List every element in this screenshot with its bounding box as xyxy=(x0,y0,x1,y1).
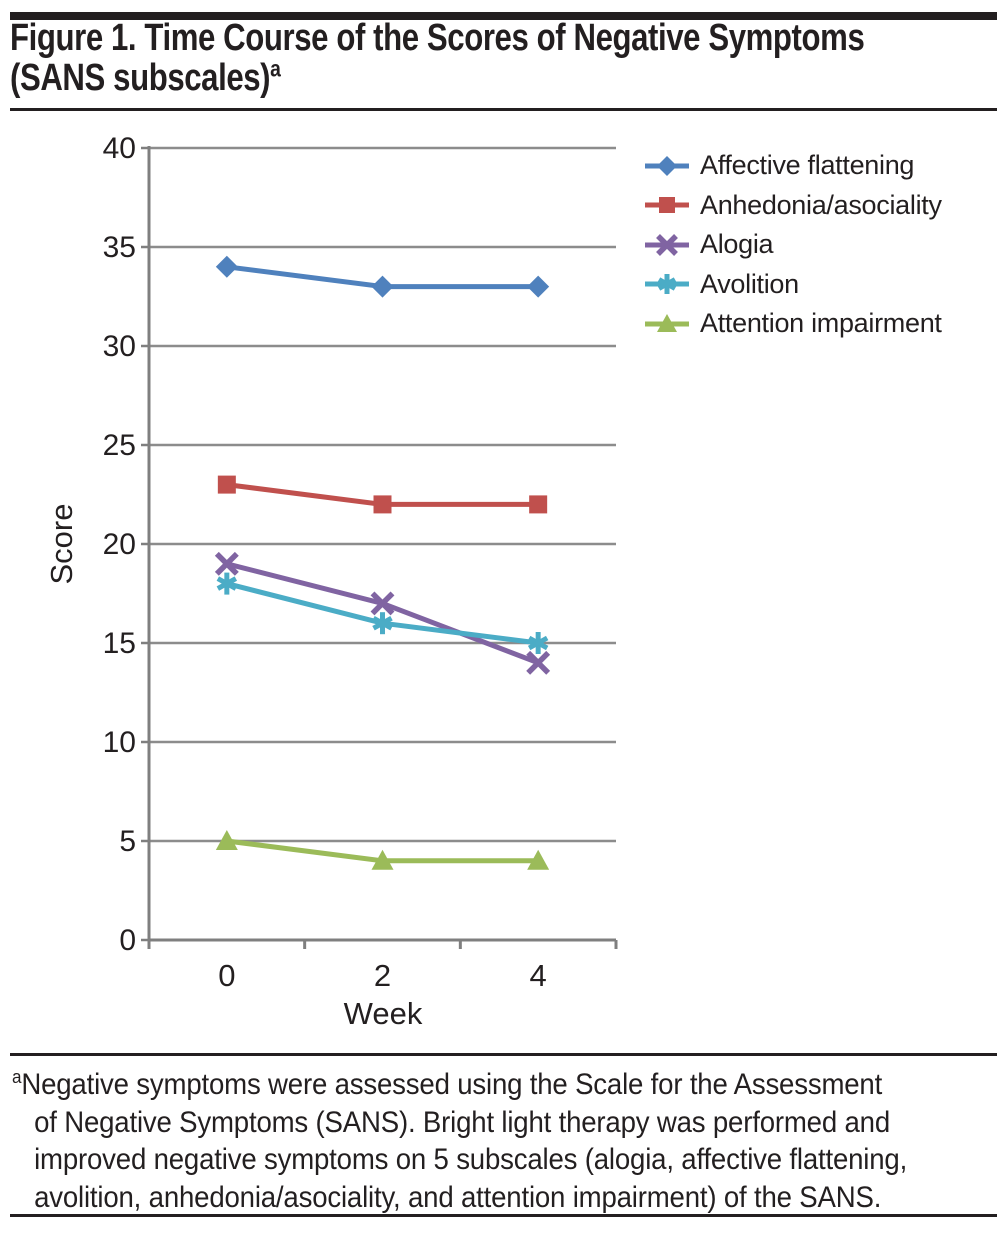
legend-item: Alogia xyxy=(643,225,942,265)
bottom-rule xyxy=(10,1214,997,1217)
x-axis-title: Week xyxy=(343,996,423,1031)
legend-key xyxy=(645,197,689,214)
y-axis-title: Score xyxy=(44,503,79,585)
footnote-line: aNegative symptoms were assessed using t… xyxy=(12,1066,996,1104)
footnote-divider-rule xyxy=(10,1053,997,1056)
x-tick-label: 0 xyxy=(218,958,235,993)
top-bar-rule xyxy=(10,12,997,20)
x-marker-icon xyxy=(214,551,239,576)
chart-legend: Affective flattening Anhedonia/asociality… xyxy=(643,146,942,344)
footnote-line: of Negative Symptoms (SANS). Bright ligh… xyxy=(34,1105,890,1139)
x-tick-label: 4 xyxy=(530,958,547,993)
y-tick-label: 5 xyxy=(119,825,136,858)
asterisk-marker-icon xyxy=(372,616,393,631)
figure-title: Figure 1. Time Course of the Scores of N… xyxy=(10,18,994,98)
figure-title-superscript: a xyxy=(270,55,281,82)
diamond-marker-icon xyxy=(657,155,677,176)
x-marker-icon xyxy=(526,650,551,675)
legend-key xyxy=(645,155,689,176)
figure-title-line2: (SANS subscales) xyxy=(10,57,271,99)
legend-label: Alogia xyxy=(700,229,774,260)
figure-title-line1: Figure 1. Time Course of the Scores of N… xyxy=(10,17,865,59)
x-marker-icon xyxy=(656,233,678,256)
legend-item: Anhedonia/asociality xyxy=(643,186,942,226)
y-tick-label: 20 xyxy=(103,528,136,561)
asterisk-marker-icon xyxy=(657,277,677,291)
triangle-marker-icon xyxy=(657,313,677,332)
chart-plot: 0 5 10 15 20 25 30 35 40 0 2 4 xyxy=(103,132,618,993)
footnote-line: improved negative symptoms on 5 subscale… xyxy=(34,1143,908,1176)
square-marker-icon xyxy=(659,197,675,214)
x-tick-label: 2 xyxy=(374,958,391,993)
square-marker-icon xyxy=(217,475,236,494)
square-marker-icon xyxy=(373,495,392,514)
diamond-marker-icon xyxy=(527,275,550,298)
y-tick-label: 10 xyxy=(103,726,136,759)
y-tick-label: 35 xyxy=(103,231,136,264)
x-marker-icon xyxy=(370,591,395,616)
triangle-marker-icon xyxy=(371,849,394,870)
y-tick-label: 30 xyxy=(103,330,136,363)
legend-label: Avolition xyxy=(700,268,799,299)
triangle-marker-icon xyxy=(215,830,238,850)
title-divider-rule xyxy=(10,108,997,111)
square-marker-icon xyxy=(529,495,548,514)
asterisk-marker-icon xyxy=(216,576,238,591)
y-tick-label: 15 xyxy=(103,627,136,660)
footnote-superscript: a xyxy=(12,1066,22,1087)
legend-key xyxy=(645,313,689,332)
y-tick-label: 40 xyxy=(103,132,136,165)
y-tick-label: 0 xyxy=(119,924,136,957)
legend-label: Affective flattening xyxy=(700,150,915,181)
legend-item: Affective flattening xyxy=(643,146,942,186)
footnote: aNegative symptoms were assessed using t… xyxy=(12,1066,996,1216)
footnote-line: avolition, anhedonia/asociality, and att… xyxy=(34,1180,882,1214)
legend-item: Attention impairment xyxy=(643,304,942,344)
footnote-line-text: Negative symptoms were assessed using th… xyxy=(21,1068,883,1101)
diamond-marker-icon xyxy=(215,255,238,278)
legend-label: Anhedonia/asociality xyxy=(700,189,942,220)
legend-key xyxy=(645,233,689,256)
legend-label: Attention impairment xyxy=(700,308,942,339)
legend-item: Avolition xyxy=(643,265,942,305)
diamond-marker-icon xyxy=(371,275,394,298)
legend-key xyxy=(645,274,689,295)
y-tick-label: 25 xyxy=(103,429,136,462)
triangle-marker-icon xyxy=(527,849,550,870)
asterisk-marker-icon xyxy=(527,635,549,651)
sans-line-chart: 0 5 10 15 20 25 30 35 40 0 2 4 Score Week Affective… xyxy=(0,120,1008,1050)
